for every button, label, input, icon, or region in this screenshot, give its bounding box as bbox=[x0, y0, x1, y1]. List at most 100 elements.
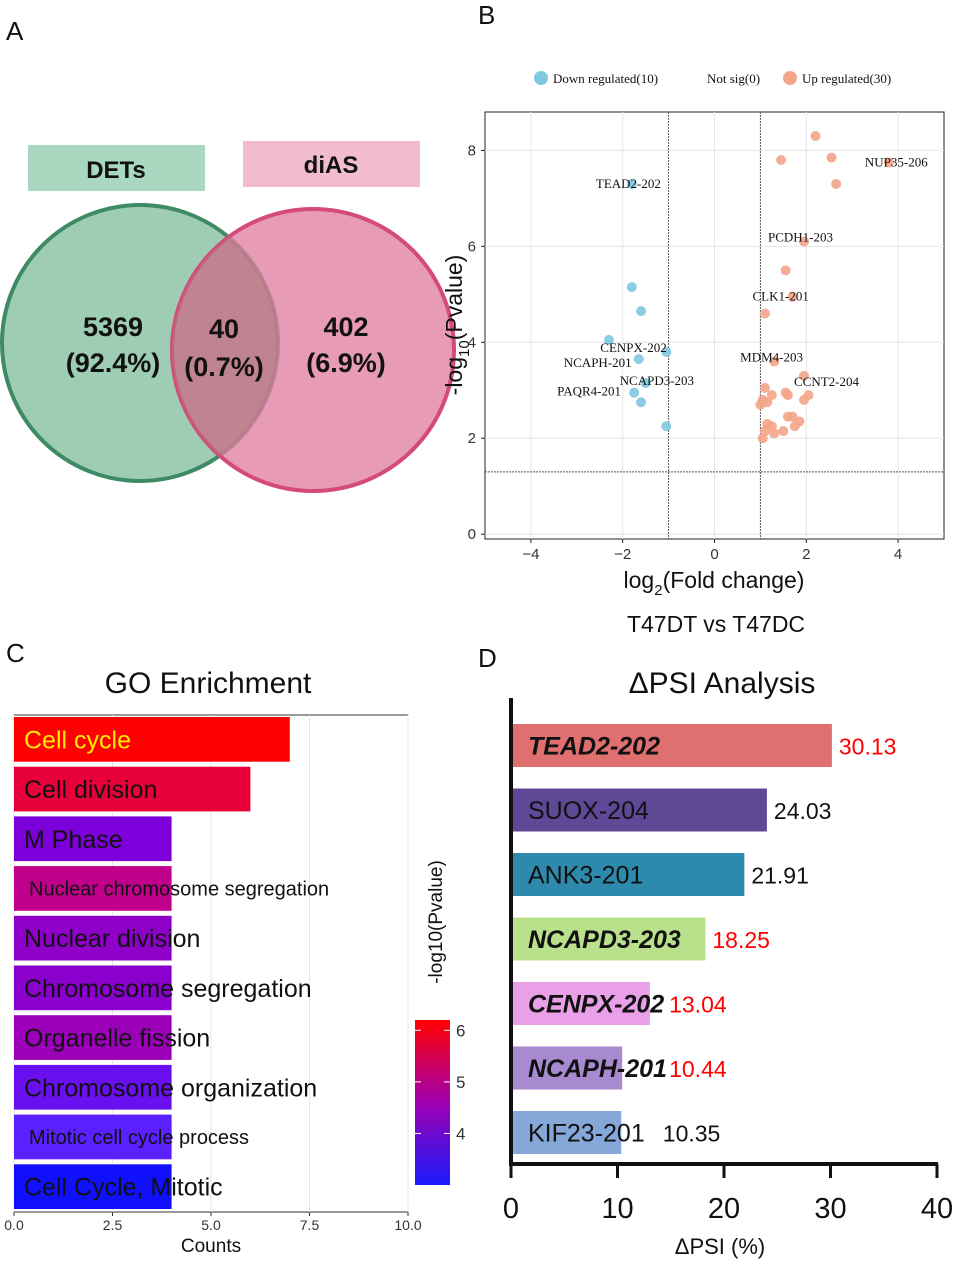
go-x-tick-label: 2.5 bbox=[103, 1217, 123, 1233]
volcano-legend: Down regulated(10) Not sig(0) Up regulat… bbox=[534, 71, 891, 86]
go-bar bbox=[14, 965, 172, 1011]
go-x-tick-label: 5.0 bbox=[201, 1217, 221, 1233]
venn-right-pct: (6.9%) bbox=[306, 348, 386, 378]
volcano-point-down bbox=[603, 334, 614, 345]
volcano-point-up bbox=[799, 236, 810, 247]
psi-title: ΔPSI Analysis bbox=[629, 667, 816, 700]
colorbar-ticks: 4 5 6 bbox=[415, 1021, 465, 1143]
go-bar-labels: Cell cycle Cell division M Phase Nuclear ch… bbox=[24, 726, 329, 1201]
go-x-axis-title: Counts bbox=[181, 1236, 241, 1257]
panel-label-c: C bbox=[6, 638, 25, 668]
psi-bar-label: TEAD2-202 bbox=[528, 733, 660, 761]
volcano-point-up bbox=[826, 152, 837, 163]
volcano-point-up bbox=[780, 265, 791, 276]
psi-value-label: 13.04 bbox=[669, 992, 727, 1018]
panel-a: A DETs diAS 5369 (92.4%) 40 (0.7%) 402 (… bbox=[0, 16, 456, 493]
volcano-point-up bbox=[883, 157, 894, 168]
volcano-point-up bbox=[759, 382, 770, 393]
panel-b: B Down regulated(10) Not sig(0) Up regul… bbox=[441, 0, 945, 637]
legend-label-down: Down regulated(10) bbox=[553, 71, 658, 86]
go-bar bbox=[14, 1114, 172, 1160]
volcano-point-up bbox=[759, 308, 770, 319]
psi-x-tick-label: 0 bbox=[503, 1193, 519, 1225]
go-bar-label: Organelle fission bbox=[24, 1025, 210, 1053]
psi-bar-label: NCAPD3-203 bbox=[528, 926, 681, 954]
dets-tag bbox=[28, 145, 205, 191]
volcano-x-tick-label: −2 bbox=[614, 546, 631, 563]
go-bar bbox=[14, 1015, 172, 1060]
volcano-y-tick-label: 2 bbox=[468, 430, 476, 447]
dias-tag bbox=[243, 141, 420, 187]
legend-label-notsig: Not sig(0) bbox=[707, 71, 760, 86]
volcano-point-down bbox=[629, 387, 640, 398]
volcano-point-down bbox=[636, 397, 647, 408]
volcano-x-tick-label: 4 bbox=[894, 546, 902, 563]
go-bar-label: Nuclear chromosome segregation bbox=[29, 879, 329, 901]
volcano-x-tick-label: 0 bbox=[710, 546, 718, 563]
volcano-x-axis-title: log2(Fold change) bbox=[624, 567, 805, 599]
psi-value-label: 18.25 bbox=[712, 927, 770, 953]
go-x-tick-label: 7.5 bbox=[300, 1217, 320, 1233]
colorbar-tick-label: 4 bbox=[456, 1124, 465, 1143]
psi-bar-labels: TEAD2-202 SUOX-204 ANK3-201 NCAPD3-203 CENPX… bbox=[528, 733, 681, 1148]
go-bar bbox=[14, 766, 251, 812]
venn-overlap-count: 40 bbox=[209, 314, 239, 344]
volcano-point-down bbox=[661, 421, 672, 432]
volcano-y-tick-label: 8 bbox=[468, 142, 476, 159]
go-bar bbox=[14, 915, 172, 961]
colorbar-tick-label: 6 bbox=[456, 1021, 465, 1040]
psi-x-axis-title: ΔPSI (%) bbox=[675, 1234, 765, 1259]
volcano-point-up bbox=[803, 390, 814, 401]
psi-bar bbox=[511, 982, 650, 1025]
psi-value-label: 10.35 bbox=[663, 1121, 721, 1147]
volcano-annotation: CCNT2-204 bbox=[794, 374, 860, 389]
go-bar bbox=[14, 816, 172, 862]
venn-left-count: 5369 bbox=[83, 312, 143, 342]
psi-x-tick-label: 40 bbox=[921, 1193, 953, 1225]
go-bar bbox=[14, 1064, 172, 1110]
volcano-y-tick-label: 4 bbox=[468, 334, 476, 351]
psi-value-label: 30.13 bbox=[839, 734, 897, 760]
go-bar-label: Mitotic cell cycle process bbox=[29, 1127, 249, 1149]
psi-bar bbox=[511, 917, 706, 961]
volcano-grid bbox=[485, 112, 944, 539]
colorbar-title: -log10(Pvalue) bbox=[426, 860, 447, 984]
volcano-point-up bbox=[831, 178, 842, 189]
venn-overlap-pct: (0.7%) bbox=[184, 352, 264, 382]
panel-label-b: B bbox=[478, 0, 495, 30]
dets-label: DETs bbox=[86, 157, 146, 184]
go-bar-label: Chromosome organization bbox=[24, 1074, 317, 1102]
volcano-annotation: PCDH1-203 bbox=[768, 230, 833, 245]
go-bar-label: Chromosome segregation bbox=[24, 975, 312, 1003]
panel-c: C GO Enrichment Cell cycle Cell division M… bbox=[4, 638, 465, 1257]
legend-label-up: Up regulated(30) bbox=[802, 71, 891, 86]
volcano-point-down bbox=[626, 282, 637, 293]
volcano-y-axis-title: -log10(Pvalue) bbox=[441, 255, 473, 396]
go-title: GO Enrichment bbox=[105, 667, 312, 700]
volcano-subtitle: T47DT vs T47DC bbox=[627, 611, 805, 637]
go-bar-label: M Phase bbox=[24, 826, 123, 854]
volcano-point-up bbox=[782, 390, 793, 401]
volcano-points bbox=[603, 130, 894, 444]
volcano-annotations: TEAD2-202 NUP35-206 PCDH1-203 CLK1-201 CENPX… bbox=[557, 154, 928, 398]
psi-x-ticks: 0 10 20 30 40 bbox=[503, 1164, 953, 1225]
dias-label: diAS bbox=[304, 152, 359, 179]
go-bar-label: Cell cycle bbox=[24, 726, 131, 754]
volcano-y-tick-label: 6 bbox=[468, 238, 476, 255]
volcano-point-up bbox=[787, 291, 798, 302]
go-bar bbox=[14, 717, 290, 762]
volcano-point-up bbox=[757, 433, 768, 444]
volcano-point-up bbox=[810, 130, 821, 141]
venn-overlap-region bbox=[172, 237, 278, 456]
volcano-y-tick-label: 0 bbox=[468, 526, 476, 543]
volcano-point-up bbox=[776, 154, 787, 165]
go-bar-label: Cell division bbox=[24, 776, 157, 804]
volcano-point-down bbox=[640, 378, 651, 389]
volcano-x-tick-label: 2 bbox=[802, 546, 810, 563]
psi-bar-label: ANK3-201 bbox=[528, 862, 643, 890]
volcano-point-down bbox=[626, 178, 637, 189]
volcano-point-up bbox=[778, 426, 789, 437]
go-bar-label: Nuclear division bbox=[24, 925, 200, 953]
psi-x-tick-label: 30 bbox=[814, 1193, 846, 1225]
volcano-annotation: CLK1-201 bbox=[753, 289, 809, 304]
